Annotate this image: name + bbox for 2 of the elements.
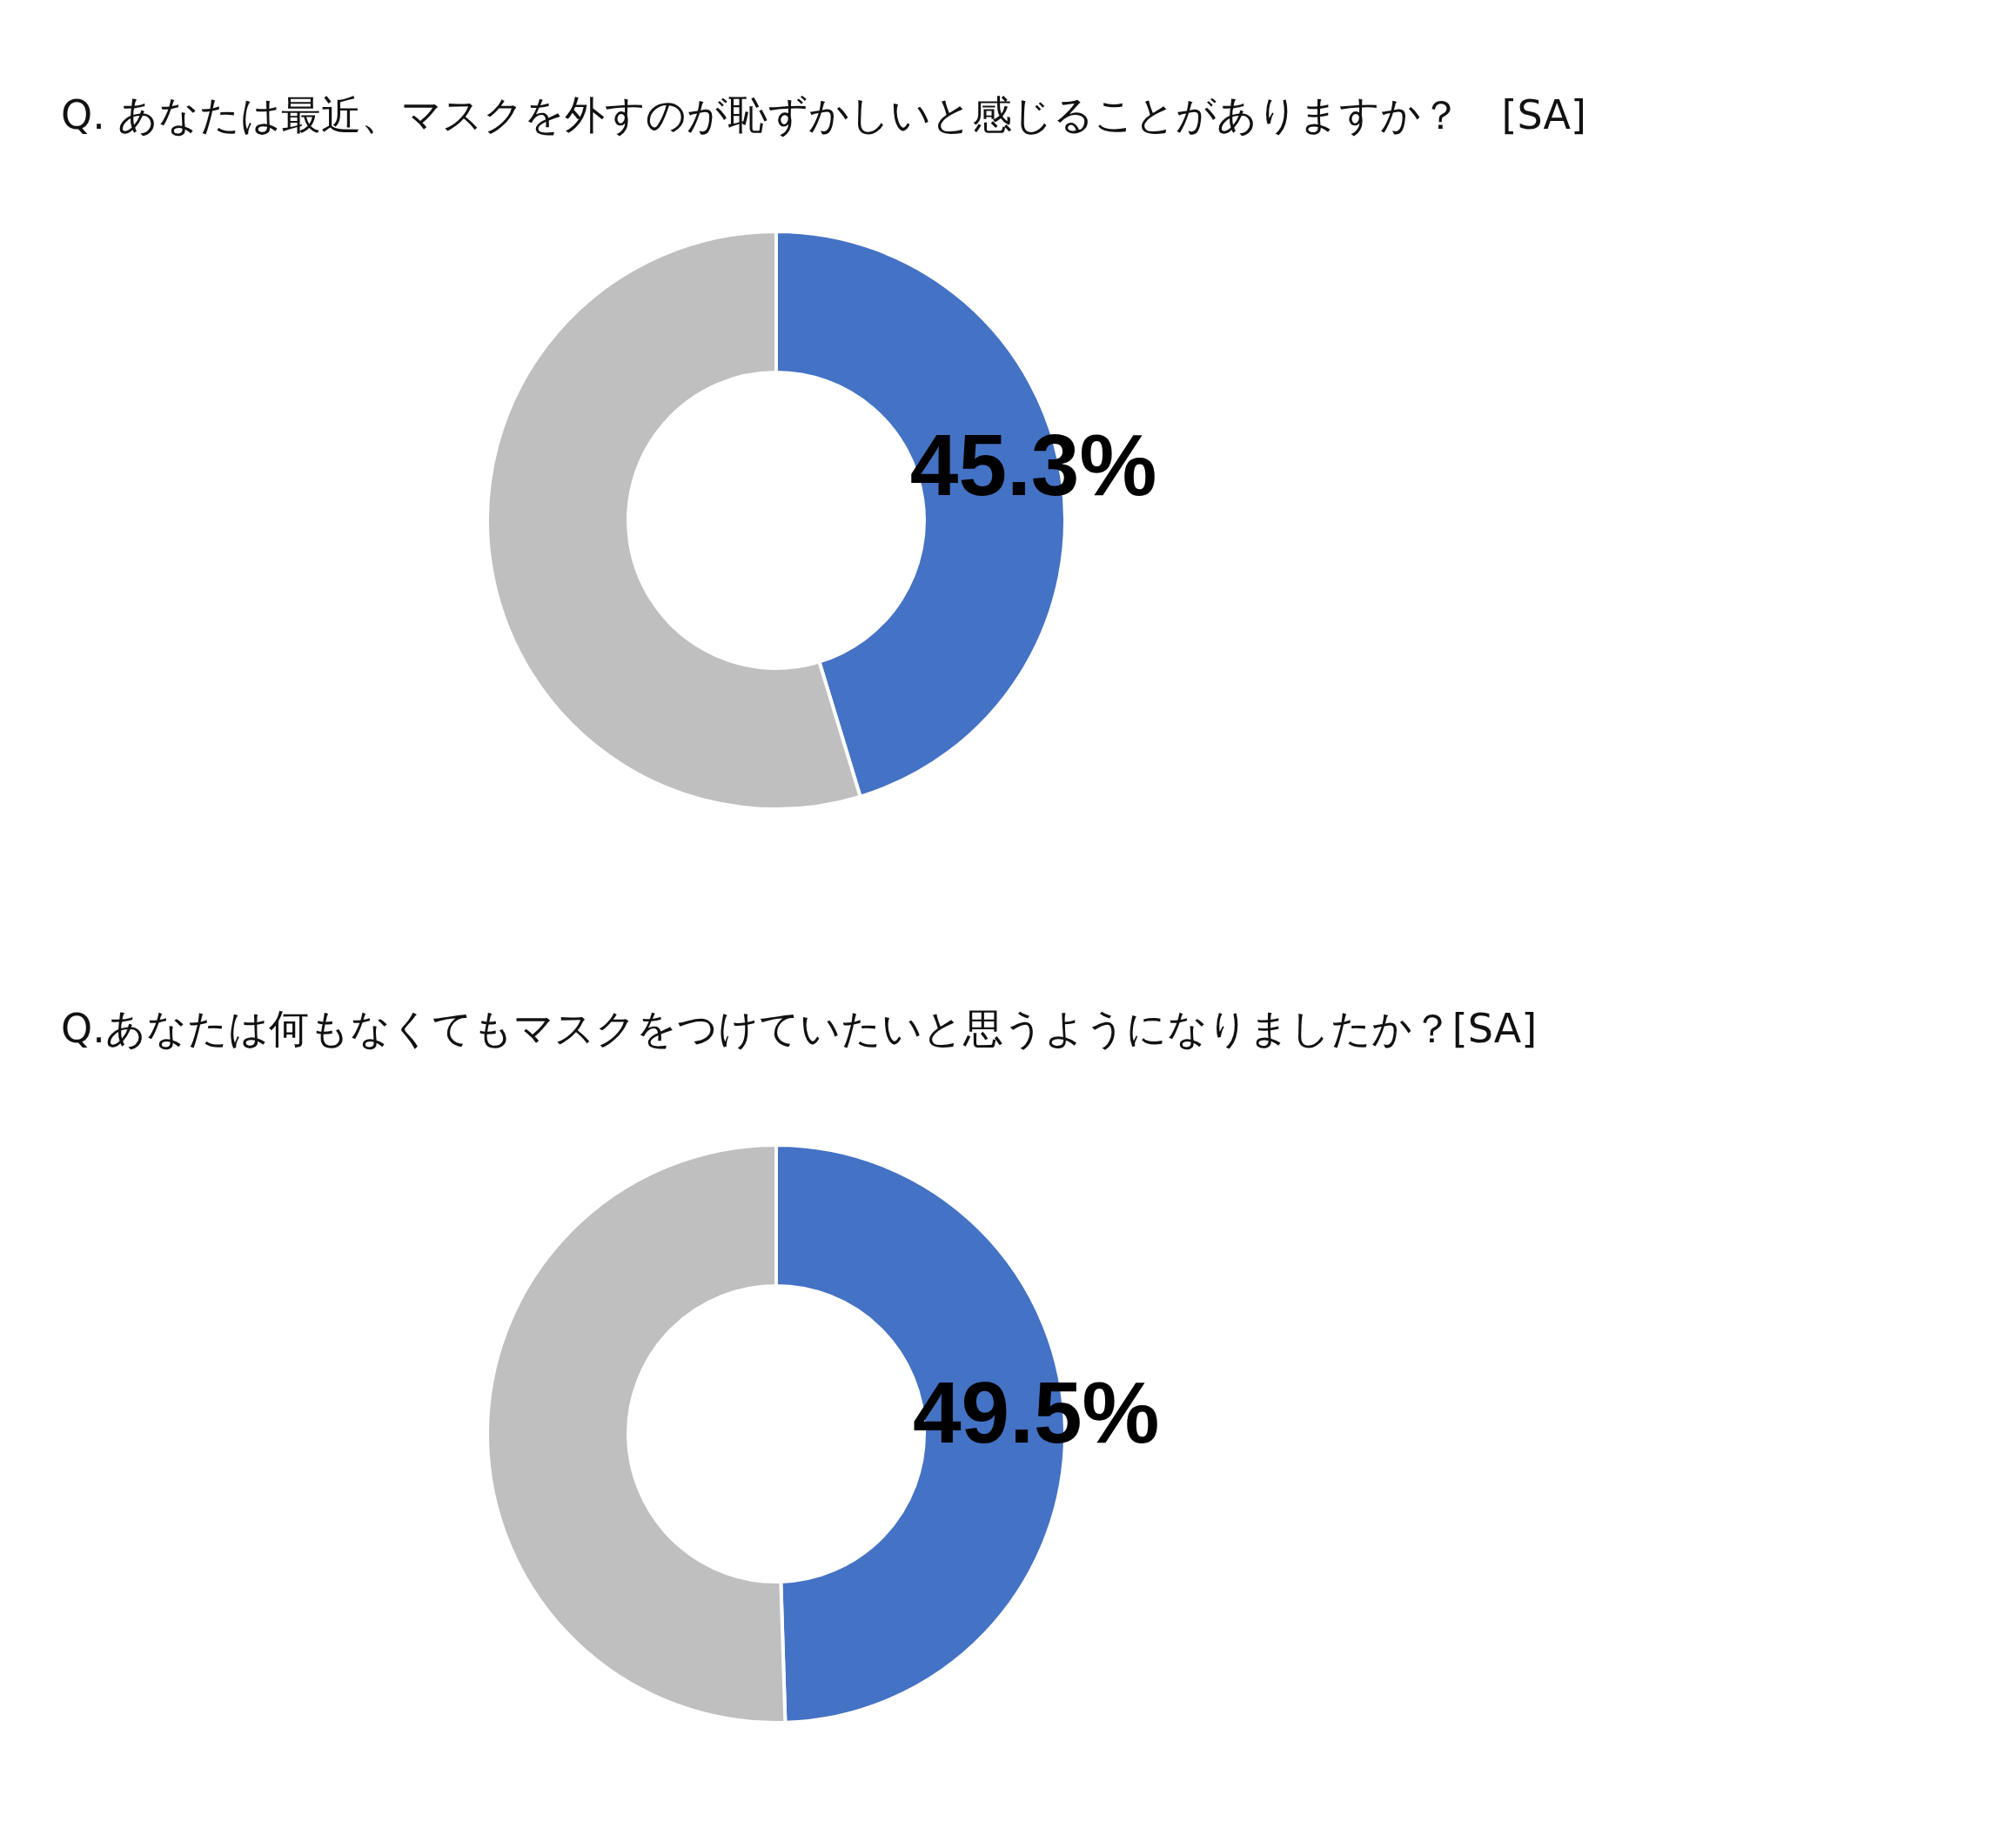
chart-title: Q.あなたは何もなくてもマスクをつけていたいと思うようになりましたか？[SA] bbox=[61, 1005, 1538, 1052]
chart-title: Q. あなたは最近、マスクを外すのが恥ずかしいと感じることがありますか？ [SA] bbox=[61, 91, 1586, 138]
